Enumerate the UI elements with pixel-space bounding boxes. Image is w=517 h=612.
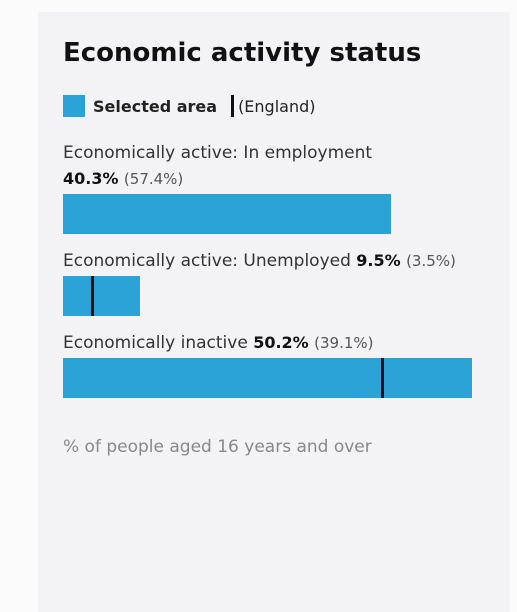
bar-track <box>63 276 472 316</box>
chart-title: Economic activity status <box>63 38 422 68</box>
bar-track <box>63 194 472 234</box>
bar <box>63 194 392 234</box>
value-label: 50.2% <box>253 333 309 352</box>
comparison-label: (39.1%) <box>314 334 374 352</box>
category-label: Economically active: Unemployed <box>63 251 351 271</box>
value-label: 40.3% <box>63 169 119 188</box>
row: Economically inactive 50.2% (39.1%) <box>63 330 472 398</box>
row-label: Economically active: In employment 40.3%… <box>63 140 472 192</box>
category-label: Economically active: In employment <box>63 143 373 163</box>
legend: Selected area (England) <box>63 95 316 117</box>
row: Economically active: In employment 40.3%… <box>63 140 472 234</box>
value-group: 9.5% (3.5%) <box>356 251 456 271</box>
comparison-marker <box>90 276 94 316</box>
legend-label: Selected area <box>93 96 218 116</box>
row-label: Economically active: Unemployed 9.5% (3.… <box>63 248 472 274</box>
row: Economically active: Unemployed 9.5% (3.… <box>63 248 472 316</box>
category-label: Economically inactive <box>63 333 248 353</box>
legend-swatch <box>63 95 85 117</box>
comparison-label: (3.5%) <box>406 252 456 270</box>
comparison-label: (57.4%) <box>123 170 184 188</box>
value-label: 9.5% <box>356 251 401 270</box>
chart-card: Economic activity status Selected area (E… <box>38 12 510 612</box>
value-group: 40.3% (57.4%) <box>63 169 183 189</box>
bar <box>63 358 472 398</box>
bar <box>63 276 141 316</box>
bar-track <box>63 358 472 398</box>
row-label: Economically inactive 50.2% (39.1%) <box>63 330 472 356</box>
footnote: % of people aged 16 years and over <box>63 437 372 457</box>
value-group: 50.2% (39.1%) <box>253 333 373 353</box>
rows: Economically active: In employment 40.3%… <box>63 140 472 412</box>
legend-marker <box>231 95 235 117</box>
comparison-marker <box>380 358 384 398</box>
legend-label: (England) <box>238 96 316 116</box>
